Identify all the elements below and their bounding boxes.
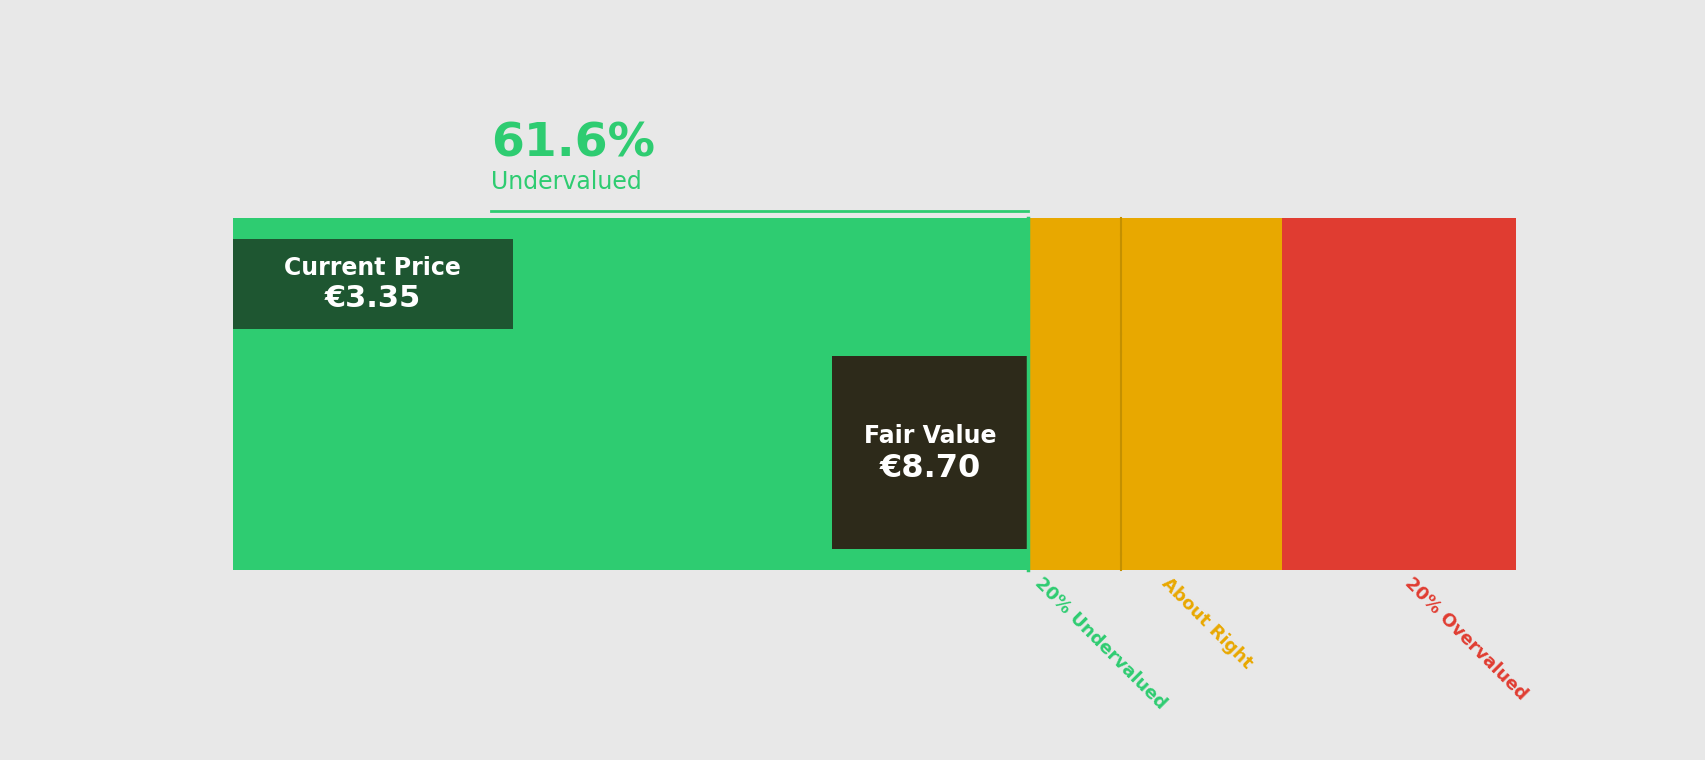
Bar: [1028, 334, 1120, 352]
Bar: [234, 352, 1028, 553]
Text: 20% Overvalued: 20% Overvalued: [1402, 574, 1529, 704]
Bar: [1120, 553, 1282, 570]
Bar: [234, 218, 1028, 235]
Bar: [234, 239, 513, 329]
Bar: [234, 553, 1028, 570]
Bar: [1282, 235, 1514, 334]
Text: Current Price: Current Price: [285, 256, 460, 280]
Bar: [234, 235, 1028, 334]
Bar: [1282, 352, 1514, 553]
Bar: [1028, 352, 1120, 553]
Text: Fair Value: Fair Value: [863, 424, 996, 448]
Bar: [1282, 553, 1514, 570]
Bar: [1120, 334, 1282, 352]
Bar: [234, 334, 1028, 352]
Text: €3.35: €3.35: [324, 284, 421, 313]
Bar: [1120, 235, 1282, 334]
Bar: [1120, 218, 1282, 235]
Bar: [1282, 218, 1514, 235]
Text: 61.6%: 61.6%: [491, 122, 655, 166]
Bar: [832, 356, 1028, 549]
Bar: [1028, 218, 1120, 235]
Text: €8.70: €8.70: [880, 454, 980, 484]
Bar: [1282, 334, 1514, 352]
Text: 20% Undervalued: 20% Undervalued: [1030, 574, 1170, 713]
Text: Undervalued: Undervalued: [491, 170, 641, 194]
Text: About Right: About Right: [1158, 574, 1255, 672]
Bar: [1028, 553, 1120, 570]
Bar: [1028, 235, 1120, 334]
Bar: [1120, 352, 1282, 553]
